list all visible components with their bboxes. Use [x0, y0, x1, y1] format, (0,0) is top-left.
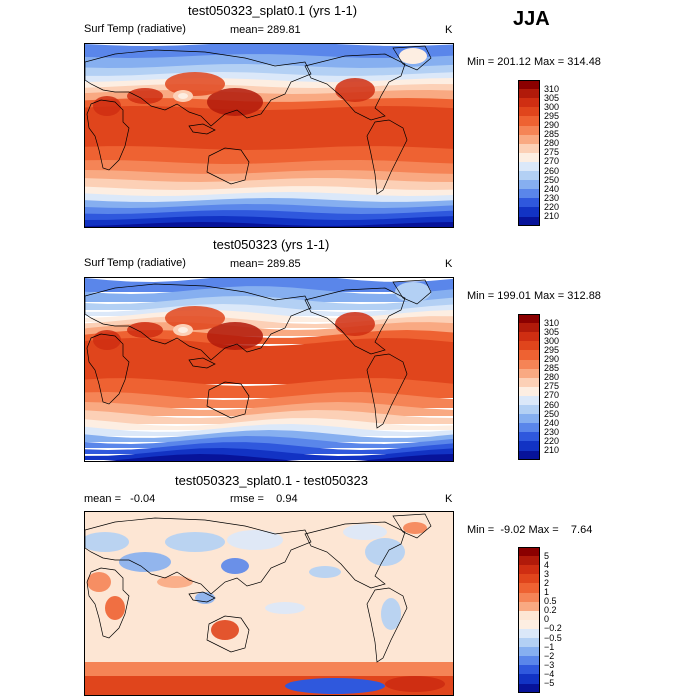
panel3-map: [84, 511, 454, 696]
colorbar-tick-label: 275: [544, 381, 560, 392]
colorbar-tick-label: 310: [544, 83, 560, 94]
colorbar-tick-label: 290: [544, 354, 560, 364]
colorbar-tick-label: 280: [544, 138, 560, 149]
panel3-minmax: Min = -9.02 Max = 7.64: [467, 524, 593, 536]
colorbar-tick-label: 210: [544, 211, 560, 221]
panel1-mean: mean= 289.81: [230, 24, 301, 36]
panel2-units: K: [445, 258, 453, 270]
colorbar-tick-label: −4: [544, 668, 555, 679]
colorbar-tick-label: 210: [544, 445, 560, 455]
panel2-map: [84, 277, 454, 462]
colorbar-tick-label: 230: [544, 192, 560, 203]
panel2-minmax: Min = 199.01 Max = 312.88: [467, 290, 601, 302]
colorbar-tick-label: 275: [544, 147, 560, 158]
colorbar-tick-label: 305: [544, 326, 560, 337]
panel1-variable-label: Surf Temp (radiative): [84, 23, 186, 35]
panel1-minmax: Min = 201.12 Max = 314.48: [467, 56, 601, 68]
panel3-title: test050323_splat0.1 - test050323: [175, 473, 368, 488]
colorbar-frame: [518, 547, 540, 693]
panel3-units: K: [445, 493, 453, 505]
colorbar-tick-label: −1: [544, 641, 555, 652]
panel2-mean: mean= 289.85: [230, 258, 301, 270]
colorbar-tick-label: 5: [544, 550, 550, 561]
colorbar-tick-label: 240: [544, 417, 560, 428]
colorbar-tick-label: 250: [544, 174, 560, 185]
colorbar-tick-label: 290: [544, 120, 560, 130]
colorbar-tick-label: 240: [544, 183, 560, 194]
colorbar-tick-label: 285: [544, 363, 560, 374]
colorbar-tick-label: 220: [544, 201, 560, 212]
panel1-map: [84, 43, 454, 228]
colorbar-tick-label: 295: [544, 344, 560, 355]
panel1-title: test050323_splat0.1 (yrs 1-1): [188, 3, 358, 18]
colorbar-tick-label: 270: [544, 390, 560, 401]
colorbar-tick-label: 230: [544, 426, 560, 437]
colorbar-tick-label: 285: [544, 129, 560, 140]
colorbar-tick-label: 270: [544, 156, 560, 167]
season-label: JJA: [513, 8, 550, 30]
colorbar-tick-label: −0.2: [544, 623, 562, 634]
colorbar-tick-label: 220: [544, 435, 560, 446]
colorbar-tick-label: 250: [544, 408, 560, 419]
colorbar-tick-label: −3: [544, 659, 555, 670]
panel1-units: K: [445, 24, 453, 36]
colorbar-tick-label: 0: [544, 614, 550, 625]
colorbar-tick-label: −0.5: [544, 632, 562, 643]
colorbar-tick-label: 300: [544, 101, 560, 112]
colorbar-tick-label: 4: [544, 559, 550, 570]
colorbar-tick-label: 300: [544, 335, 560, 346]
colorbar-tick-label: 0.5: [544, 596, 557, 607]
panel2-variable-label: Surf Temp (radiative): [84, 257, 186, 269]
colorbar-tick-label: 295: [544, 110, 560, 121]
colorbar-tick-label: 260: [544, 399, 560, 410]
panel2-title: test050323 (yrs 1-1): [213, 237, 330, 252]
colorbar-tick-label: 3: [544, 568, 550, 579]
colorbar-frame: [518, 314, 540, 460]
colorbar-tick-label: 310: [544, 317, 560, 328]
colorbar-tick-label: 0.2: [544, 605, 557, 616]
colorbar-tick-label: 2: [544, 577, 550, 588]
panel3-rmse: rmse = 0.94: [230, 493, 298, 505]
colorbar-tick-label: 280: [544, 372, 560, 383]
colorbar-tick-label: 305: [544, 92, 560, 103]
colorbar-frame: [518, 80, 540, 226]
colorbar-tick-label: −5: [544, 678, 555, 688]
colorbar-tick-label: 260: [544, 165, 560, 176]
panel3-mean: mean = -0.04: [84, 493, 156, 505]
colorbar-tick-label: −2: [544, 650, 555, 661]
colorbar-tick-label: 1: [544, 587, 550, 597]
